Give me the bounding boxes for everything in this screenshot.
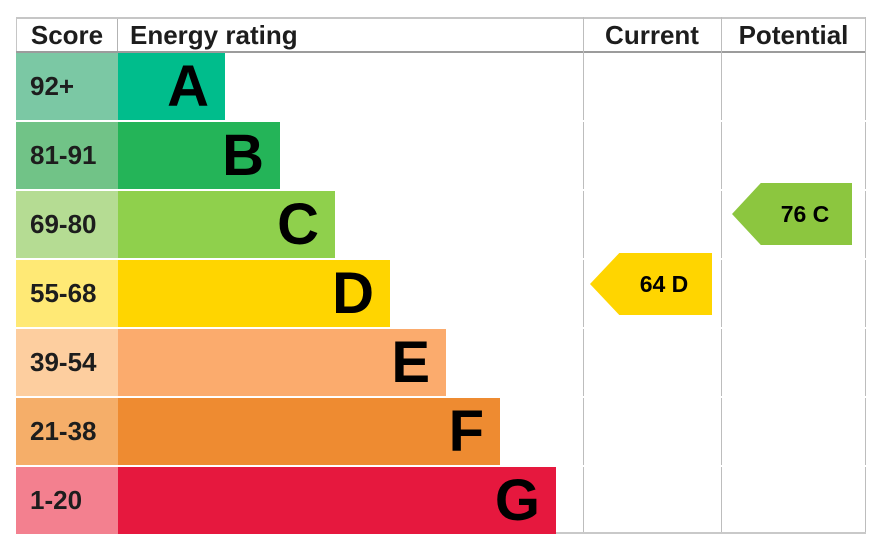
- score-cell-d: 55-68: [16, 260, 118, 327]
- current-column-divider: [583, 17, 584, 534]
- header-potential: Potential: [738, 19, 849, 50]
- rating-bar-e: E: [118, 329, 446, 396]
- band-letter-d: D: [332, 260, 374, 326]
- header-energy-rating: Energy rating: [130, 19, 298, 50]
- rating-bar-b: B: [118, 122, 280, 189]
- band-row-e: 39-54 E: [16, 329, 866, 398]
- score-cell-b: 81-91: [16, 122, 118, 189]
- band-letter-a: A: [167, 53, 209, 119]
- band-letter-c: C: [277, 191, 319, 257]
- score-cell-g: 1-20: [16, 467, 118, 534]
- rating-bar-a: A: [118, 53, 225, 120]
- band-letter-g: G: [494, 467, 540, 533]
- rating-bar-c: C: [118, 191, 335, 258]
- band-row-b: 81-91 B: [16, 122, 866, 191]
- header-score: Score: [16, 19, 118, 51]
- score-cell-a: 92+: [16, 53, 118, 120]
- current-rating-arrow: 64 D: [590, 253, 712, 315]
- chart-header-row: Score Energy rating Current Potential: [16, 17, 866, 53]
- epc-rating-chart: Score Energy rating Current Potential 92…: [16, 17, 866, 534]
- band-letter-f: F: [448, 398, 484, 464]
- rating-bar-g: G: [118, 467, 556, 534]
- potential-rating-arrow: 76 C: [732, 183, 852, 245]
- band-letter-e: E: [391, 329, 430, 395]
- table-right-border: [865, 17, 866, 534]
- rating-bar-f: F: [118, 398, 500, 465]
- band-row-d: 55-68 D: [16, 260, 866, 329]
- band-row-a: 92+ A: [16, 53, 866, 122]
- band-row-g: 1-20 G: [16, 467, 866, 534]
- band-rows: 92+ A 81-91 B 69-80 C 55-68 D 39-54: [16, 53, 866, 534]
- score-cell-f: 21-38: [16, 398, 118, 465]
- band-row-c: 69-80 C: [16, 191, 866, 260]
- header-current: Current: [605, 19, 699, 50]
- rating-bar-d: D: [118, 260, 390, 327]
- potential-column-divider: [721, 17, 722, 534]
- score-cell-e: 39-54: [16, 329, 118, 396]
- band-letter-b: B: [222, 122, 264, 188]
- score-cell-c: 69-80: [16, 191, 118, 258]
- band-row-f: 21-38 F: [16, 398, 866, 467]
